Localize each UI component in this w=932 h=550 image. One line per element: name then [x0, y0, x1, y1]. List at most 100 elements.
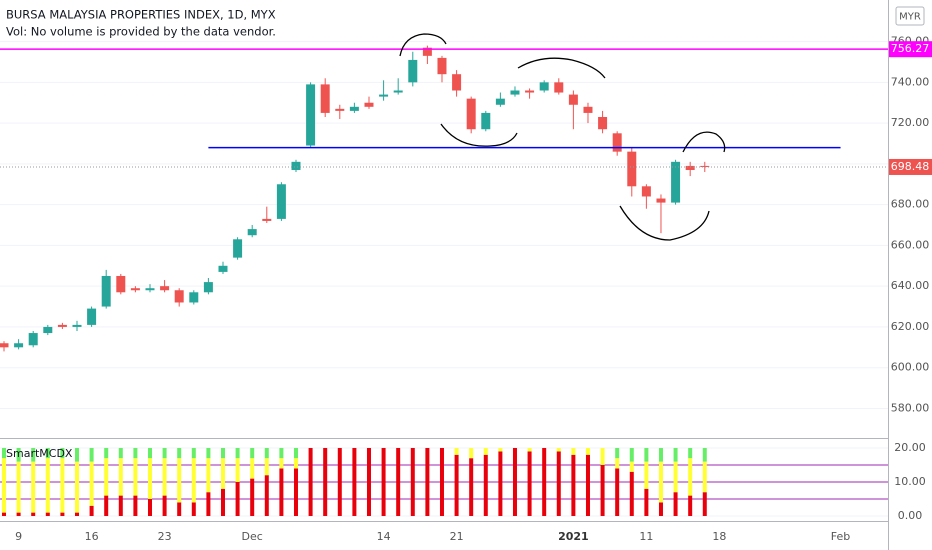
- indicator-bar: [571, 454, 576, 516]
- price-label-bg: [889, 158, 932, 175]
- x-tick-label: 9: [15, 530, 22, 543]
- indicator-bar: [162, 458, 167, 496]
- indicator-bar: [527, 451, 532, 516]
- candle-body: [101, 275, 111, 307]
- candle-body: [174, 290, 184, 303]
- indicator-bar: [279, 468, 284, 516]
- indicator-bar: [571, 447, 576, 455]
- indicator-bar: [74, 461, 79, 513]
- indicator-bar: [74, 447, 79, 462]
- indicator-bar: [702, 461, 707, 493]
- indicator-bar: [498, 451, 503, 516]
- chart-subtitle: Vol: No volume is provided by the data v…: [6, 25, 276, 39]
- candle-body: [437, 57, 447, 75]
- indicator-bar: [352, 447, 357, 516]
- indicator-bar: [293, 468, 298, 516]
- indicator-bar: [527, 447, 532, 452]
- indicator-bar: [191, 447, 196, 459]
- candle-body: [335, 108, 345, 111]
- candle-body: [466, 98, 476, 130]
- candle-body: [189, 292, 199, 303]
- candle-body: [291, 161, 301, 170]
- indicator-bar: [206, 447, 211, 459]
- indicator-bar: [45, 512, 50, 516]
- candle-body: [393, 90, 403, 93]
- currency-label[interactable]: MYR: [899, 12, 921, 23]
- indicator-bar: [600, 447, 605, 465]
- indicator-bar: [615, 458, 620, 469]
- indicator-bar: [542, 447, 547, 516]
- indicator-bar: [264, 475, 269, 516]
- candle-body: [568, 94, 578, 105]
- candle-body: [276, 184, 286, 219]
- candle-body: [43, 326, 53, 334]
- annotation-curve: [517, 57, 606, 79]
- indicator-bar: [235, 481, 240, 516]
- candle-body: [495, 98, 505, 105]
- indicator-bar: [279, 458, 284, 469]
- indicator-bar: [89, 461, 94, 506]
- indicator-bar: [600, 464, 605, 516]
- price-label-bg: [889, 41, 932, 58]
- indicator-bar: [264, 447, 269, 459]
- indicator-bar: [191, 502, 196, 516]
- indicator-bar: [89, 447, 94, 462]
- indicator-bar: [2, 447, 7, 459]
- indicator-bar: [396, 447, 401, 516]
- x-tick-label: 14: [377, 530, 391, 543]
- indicator-bar: [31, 447, 36, 462]
- x-tick-label: Feb: [831, 530, 850, 543]
- indicator-bar: [16, 447, 21, 462]
- indicator-title: SmartMCDX: [6, 447, 73, 460]
- indicator-bar: [498, 447, 503, 452]
- candle-body: [656, 198, 666, 203]
- indicator-bar: [629, 447, 634, 462]
- indicator-bar: [439, 447, 444, 516]
- candle-body: [87, 308, 97, 325]
- indicator-bar: [45, 447, 50, 459]
- indicator-bar: [118, 495, 123, 516]
- indicator-bar: [702, 492, 707, 516]
- candle-body: [364, 102, 374, 107]
- indicator-bar: [89, 505, 94, 516]
- indicator-bar: [469, 447, 474, 459]
- indicator-bar: [629, 461, 634, 472]
- y-tick-label: 600.00: [891, 361, 930, 374]
- candle-body: [0, 343, 9, 348]
- indicator-bar: [177, 447, 182, 459]
- candle-body: [349, 106, 359, 111]
- indicator-bar: [615, 447, 620, 459]
- indicator-bar: [147, 498, 152, 516]
- indicator-bar: [293, 458, 298, 469]
- y-tick-label: 740.00: [891, 75, 930, 88]
- indicator-bar: [220, 447, 225, 459]
- indicator-bar: [74, 512, 79, 516]
- candle-body: [306, 84, 316, 146]
- candle-body: [612, 133, 622, 152]
- indicator-bar: [104, 495, 109, 516]
- x-tick-label: 16: [85, 530, 99, 543]
- indicator-bar: [104, 458, 109, 496]
- indicator-bar: [235, 458, 240, 482]
- indicator-bar: [206, 458, 211, 493]
- chart-title: BURSA MALAYSIA PROPERTIES INDEX, 1D, MYX: [6, 8, 276, 22]
- indicator-bar: [162, 495, 167, 516]
- indicator-bar: [206, 492, 211, 516]
- y-tick-label: 10.00: [894, 475, 926, 488]
- indicator-bar: [177, 502, 182, 516]
- y-tick-label: 620.00: [891, 320, 930, 333]
- candle-body: [57, 324, 67, 327]
- indicator-bar: [585, 447, 590, 455]
- candle-body: [598, 116, 608, 130]
- candle-body: [685, 165, 695, 170]
- axes: 9 16 23 Dec 14 21 2021 11 18 Feb 580.00 600.00 620.0…: [15, 35, 932, 543]
- indicator-bar: [673, 492, 678, 516]
- currency-button[interactable]: [895, 6, 925, 26]
- indicator-bar: [469, 458, 474, 516]
- indicator-bar: [250, 447, 255, 459]
- indicator-bar: [673, 461, 678, 493]
- candle-body: [203, 282, 213, 293]
- candle-body: [116, 275, 126, 293]
- candle-body: [320, 84, 330, 113]
